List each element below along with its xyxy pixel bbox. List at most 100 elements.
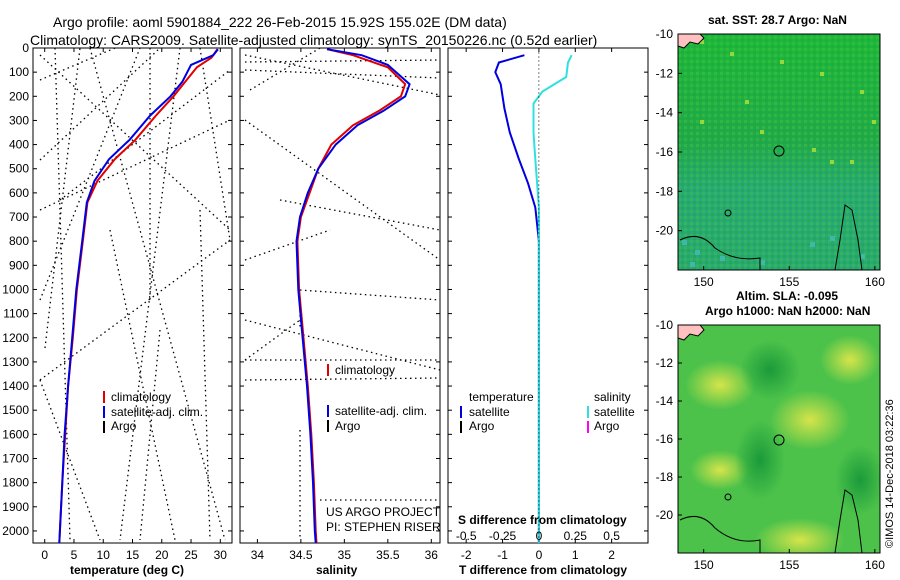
map-lat-label: -10 — [656, 27, 674, 41]
sla-map — [678, 325, 880, 553]
salinity-xtick-label: 35.5 — [376, 548, 400, 562]
s-difference-tick-label: 0 — [536, 529, 543, 543]
salinity-axes: 34 34.5 35 35.5 36 — [240, 47, 440, 562]
credit-project: US ARGO PROJECT — [326, 505, 441, 519]
depth-tick-label: 1200 — [2, 331, 29, 345]
depth-tick-label: 2000 — [2, 524, 29, 538]
difference-xtick-label: 1 — [572, 548, 579, 562]
difference-xtick-label: 2 — [608, 548, 615, 562]
s-difference-tick-label: -0.5 — [456, 529, 477, 543]
map-lat-label: -12 — [656, 356, 674, 370]
temperature-xtick-label: 30 — [214, 548, 228, 562]
depth-tick-label: 1000 — [2, 282, 29, 296]
map-lat-label: -18 — [656, 184, 674, 198]
depth-tick-label: 900 — [9, 258, 29, 272]
temperature-series-climatology — [58, 48, 219, 543]
sst-coastline — [678, 34, 705, 49]
sla-argo-marker — [773, 434, 785, 446]
s-difference-label: S difference from climatology — [458, 513, 627, 527]
sla-low — [835, 445, 880, 515]
salinity-xlabel: salinity — [316, 563, 358, 577]
difference-xtick-label: -1 — [497, 548, 508, 562]
depth-tick-label: 1300 — [2, 355, 29, 369]
title-line-1: Argo profile: aoml 5901884_222 26-Feb-20… — [53, 14, 507, 30]
depth-tick-label: 800 — [9, 234, 29, 248]
sla-map-subtitle: Argo h1000: NaN h2000: NaN — [705, 304, 870, 318]
difference-series-salinity-satellite — [532, 54, 573, 543]
legend-salinity-title: salinity — [594, 390, 631, 404]
salinity-series-satellite-adj-clim- — [295, 48, 411, 543]
difference-panel-frame — [447, 47, 649, 544]
depth-tick-label: 400 — [9, 138, 29, 152]
depth-tick-label: 500 — [9, 162, 29, 176]
s-difference-ticks: -0.5 -0.25 0 0.25 0.5 — [456, 529, 620, 543]
sla-low — [740, 340, 800, 400]
depth-tick-label: 1600 — [2, 427, 29, 441]
sla-map-title: Altim. SLA: -0.095 — [736, 289, 838, 303]
legend-s-argo-label: Argo — [594, 419, 620, 433]
difference-legend: temperature satellite Argo salinity sate… — [460, 390, 635, 433]
map-lat-label: -20 — [656, 224, 674, 238]
sst-reef-contour-2 — [834, 204, 863, 270]
map-lat-label: -16 — [656, 145, 674, 159]
sla-low — [735, 420, 785, 500]
salinity-dotted-traces — [244, 48, 440, 540]
map-lon-label: 150 — [694, 275, 714, 289]
depth-tick-label: 1700 — [2, 451, 29, 465]
sla-reef-dot — [724, 493, 732, 501]
map-lat-label: -14 — [656, 106, 674, 120]
map-lat-label: -14 — [656, 394, 674, 408]
temperature-axes: 0100200300400500600700800900100011001200… — [2, 41, 232, 562]
sst-argo-marker — [773, 145, 785, 157]
map-lat-label: -12 — [656, 66, 674, 80]
depth-tick-label: 1500 — [2, 403, 29, 417]
temperature-xtick-label: 15 — [126, 548, 140, 562]
depth-tick-label: 200 — [9, 89, 29, 103]
temperature-xtick-label: 10 — [97, 548, 111, 562]
sst-map — [678, 34, 880, 270]
sst-land — [678, 34, 704, 48]
sst-map-title: sat. SST: 28.7 Argo: NaN — [708, 13, 847, 27]
legend-temperature-title: temperature — [469, 390, 534, 404]
sla-high — [770, 390, 850, 450]
difference-series-temperature-satellite — [494, 54, 540, 543]
sst-warm-speckles — [700, 40, 876, 164]
temperature-legend: climatology satellite-adj. clim. Argo — [103, 390, 203, 433]
sst-texture — [678, 34, 880, 270]
depth-tick-label: 0 — [22, 41, 29, 55]
depth-tick-label: 1100 — [3, 307, 29, 321]
sla-reef-contour-2 — [834, 489, 863, 553]
watermark: ©IMOS 14-Dec-2018 03:22:36 — [884, 399, 896, 548]
legend-t-argo-label: Argo — [469, 419, 495, 433]
s-difference-tick-label: 0.25 — [564, 529, 588, 543]
sst-map-axes: 150 155 160 -10 -12 -14 -16 -18 -20 — [656, 27, 886, 289]
s-difference-tick-label: 0.5 — [603, 529, 620, 543]
difference-axes: -2 -1 0 1 2 — [448, 47, 648, 562]
temperature-series-satellite-adj-clim- — [58, 48, 219, 543]
salinity-xtick-label: 36 — [425, 548, 439, 562]
sla-land — [678, 325, 704, 340]
temperature-xtick-label: 20 — [155, 548, 169, 562]
depth-tick-label: 1800 — [2, 476, 29, 490]
legend-argo-label: Argo — [111, 419, 137, 433]
temperature-xtick-label: 25 — [184, 548, 198, 562]
map-lat-label: -20 — [656, 508, 674, 522]
sla-high — [820, 335, 880, 385]
s-difference-tick-label: -0.25 — [489, 529, 517, 543]
legend-argo-label: Argo — [335, 419, 361, 433]
salinity-panel-frame — [239, 47, 441, 544]
depth-tick-label: 1900 — [2, 500, 29, 514]
map-lat-label: -16 — [656, 432, 674, 446]
map-lon-label: 160 — [865, 558, 885, 572]
salinity-xtick-label: 34.5 — [289, 548, 313, 562]
depth-tick-label: 1400 — [2, 379, 29, 393]
sla-map-axes: 150 155 160 -10 -12 -14 -16 -18 -20 — [656, 318, 886, 572]
depth-tick-label: 300 — [9, 113, 29, 127]
legend-satellite-label: satellite-adj. clim. — [111, 405, 203, 419]
salinity-xtick-label: 35 — [338, 548, 352, 562]
map-lat-label: -18 — [656, 470, 674, 484]
sst-reef-dot — [724, 209, 732, 217]
sst-cool-speckles — [682, 236, 865, 267]
map-lon-label: 150 — [694, 558, 714, 572]
